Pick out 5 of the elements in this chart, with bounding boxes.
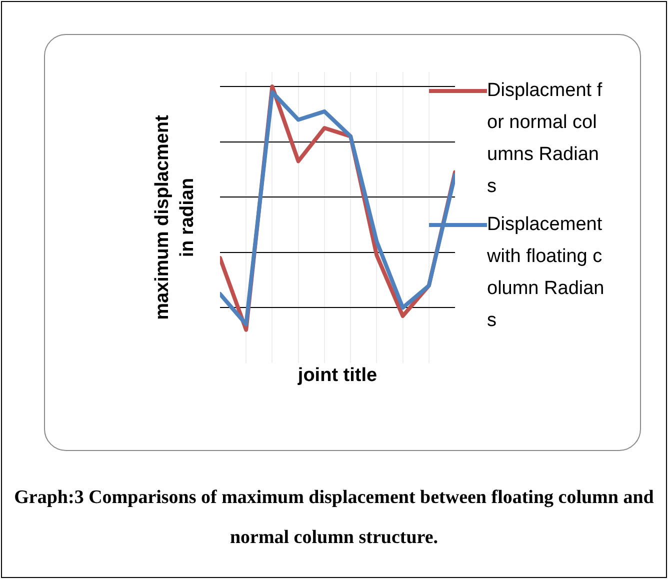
legend-label: Displacement with floating column Radians — [487, 213, 605, 333]
x-axis-title: joint title — [296, 364, 378, 386]
y-axis-title: maximum displacment in radian — [152, 114, 198, 320]
legend-label: Displacment for normal columns Radians — [487, 79, 604, 199]
text: Graph:3 Comparisons of maximum displacement between floating column and normal column structure. — [13, 486, 655, 550]
